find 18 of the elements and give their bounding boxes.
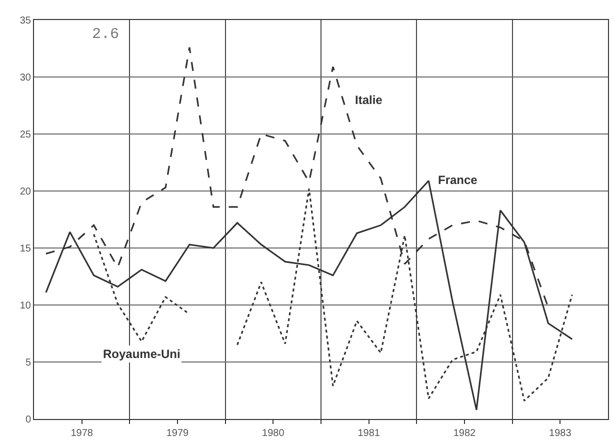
series-label: France	[438, 173, 478, 187]
x-tick-label: 1979	[166, 428, 190, 439]
y-tick-label: 0	[25, 414, 32, 426]
y-tick-label: 10	[20, 300, 32, 312]
series-label: Royaume-Uni	[103, 347, 180, 361]
x-tick-label: 1980	[262, 428, 285, 439]
y-tick-label: 35	[20, 16, 32, 26]
x-tick-label: 1982	[453, 428, 476, 439]
series-label: Italie	[355, 93, 383, 107]
y-tick-label: 25	[20, 130, 32, 140]
x-tick-label: 1981	[358, 428, 380, 439]
x-tick-label: 1983	[549, 428, 572, 439]
y-tick-label: 5	[25, 358, 32, 368]
y-tick-label: 15	[20, 244, 32, 254]
y-tick-label: 30	[20, 72, 32, 84]
y-tick-label: 20	[20, 186, 32, 198]
x-tick-label: 1978	[70, 428, 94, 439]
annotation: 2.6	[92, 26, 120, 43]
